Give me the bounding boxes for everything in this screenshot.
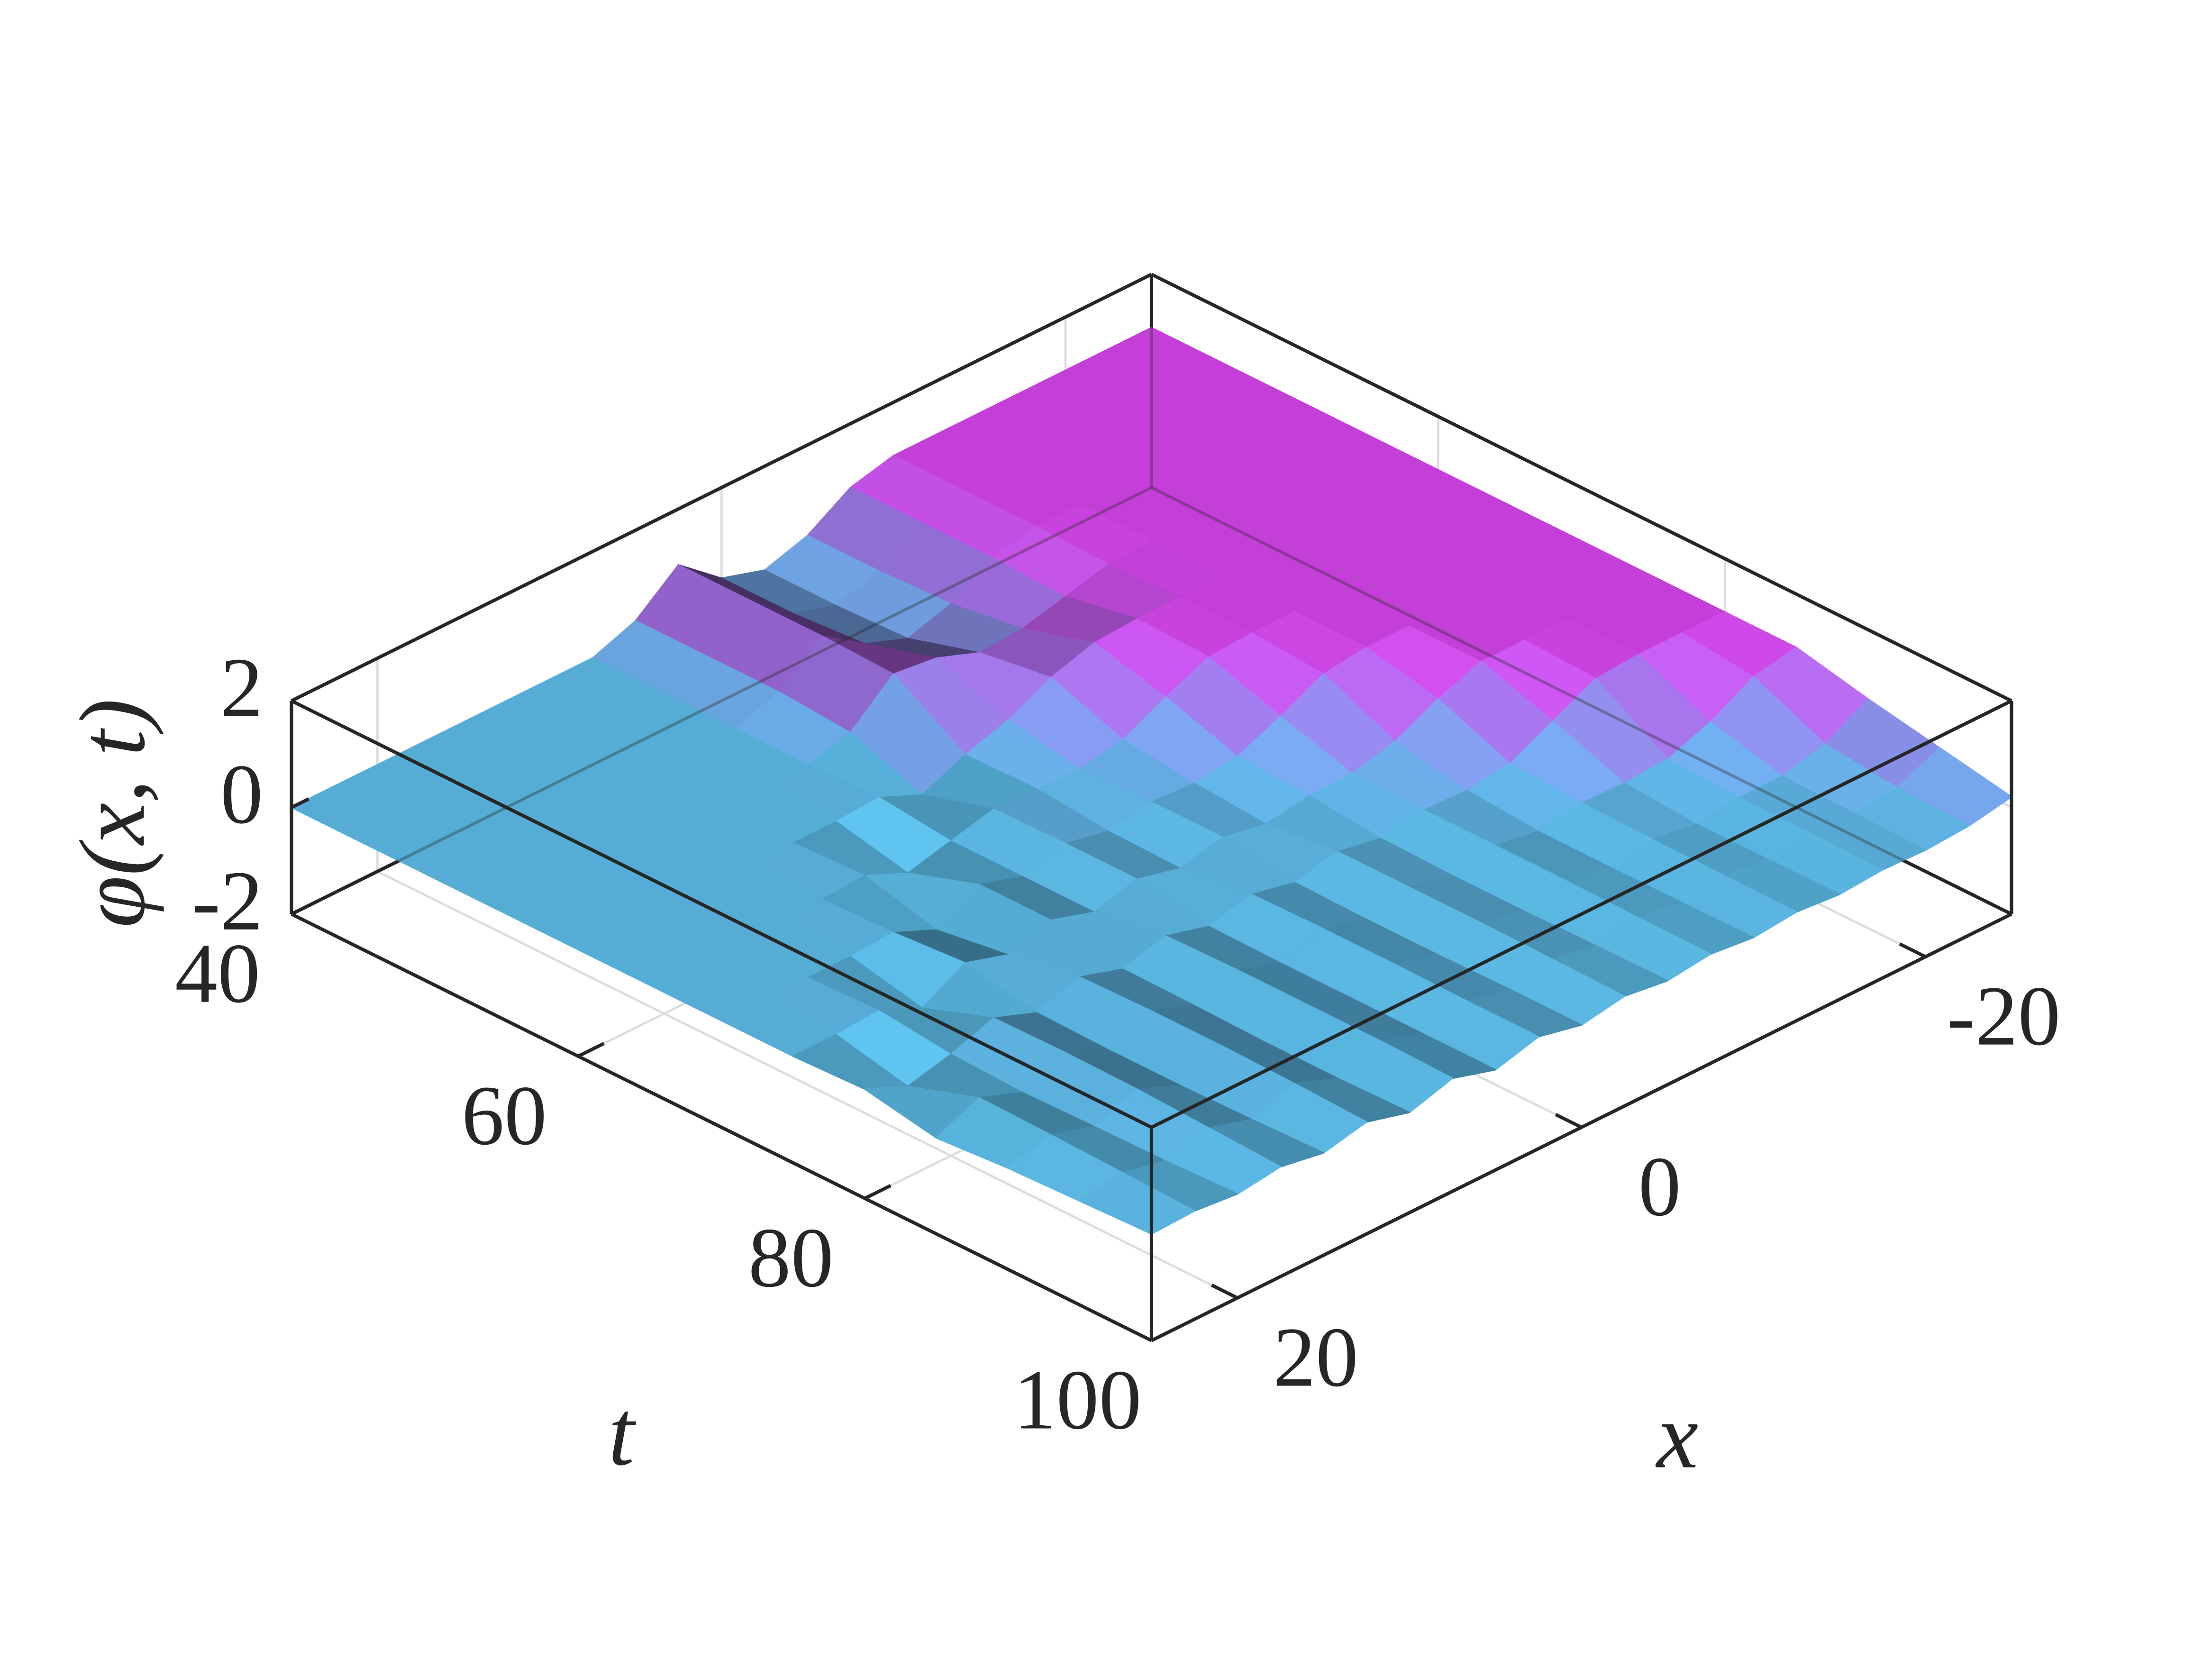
z-tick-label: 2 <box>220 640 263 735</box>
tick-mark <box>1211 1284 1238 1300</box>
x-axis-label: x <box>1655 1384 1698 1488</box>
grid-line <box>377 870 1238 1299</box>
box-edge <box>291 699 1153 1129</box>
box-edge <box>291 273 1153 702</box>
box-edge-hidden <box>1151 486 2012 916</box>
x-tick-label: -20 <box>1947 969 2061 1063</box>
z-axis-label: φ(x, t) <box>61 699 164 928</box>
tick-mark <box>864 1184 892 1200</box>
t-tick-label: 60 <box>462 1068 547 1163</box>
box-edge-hidden <box>291 486 1152 916</box>
tick-mark <box>1150 1326 1178 1342</box>
box-front <box>290 273 2013 1342</box>
x-tick-label: 20 <box>1273 1310 1358 1404</box>
box-edge <box>1150 699 2012 1129</box>
tick-mark <box>291 797 309 809</box>
t-tick-label: 80 <box>748 1211 834 1305</box>
tick-mark <box>1555 1113 1583 1129</box>
x-tick-label: 0 <box>1639 1139 1681 1234</box>
tick-mark <box>291 691 309 702</box>
t-tick-label: 100 <box>1014 1352 1142 1447</box>
tick-mark <box>1899 942 1927 958</box>
t-tick-label: 40 <box>175 926 260 1021</box>
tick-mark <box>577 1042 605 1058</box>
box-edge <box>291 912 1153 1342</box>
t-axis-label: t <box>608 1381 636 1485</box>
tick-mark <box>291 904 309 916</box>
z-tick-label: -2 <box>192 854 263 948</box>
z-tick-label: 0 <box>220 747 263 841</box>
box-edge <box>1150 273 2012 702</box>
